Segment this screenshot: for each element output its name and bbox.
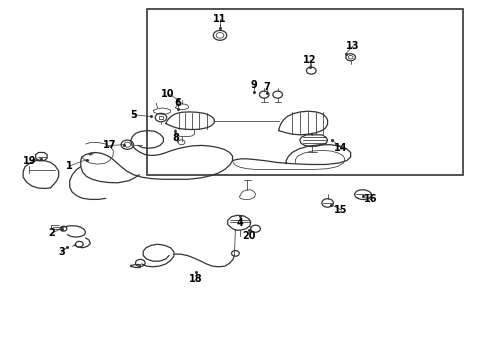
Text: 17: 17: [103, 140, 116, 150]
Bar: [147, 9, 464, 175]
Text: 9: 9: [250, 80, 257, 90]
Text: 14: 14: [334, 143, 348, 153]
Text: 10: 10: [161, 89, 175, 99]
Text: 4: 4: [237, 218, 244, 228]
Text: 6: 6: [174, 98, 181, 108]
Text: 18: 18: [189, 274, 203, 284]
Text: 8: 8: [172, 133, 179, 143]
Text: 11: 11: [213, 14, 227, 24]
Text: 13: 13: [346, 41, 360, 51]
Text: 5: 5: [130, 110, 137, 120]
Text: 7: 7: [263, 81, 270, 91]
Text: 15: 15: [334, 205, 348, 215]
Text: 19: 19: [23, 156, 37, 166]
Text: 2: 2: [49, 228, 55, 238]
Text: 12: 12: [303, 55, 317, 65]
Text: 1: 1: [66, 161, 73, 171]
Text: 20: 20: [242, 231, 256, 242]
Text: 16: 16: [364, 194, 378, 204]
Text: 3: 3: [58, 247, 65, 257]
